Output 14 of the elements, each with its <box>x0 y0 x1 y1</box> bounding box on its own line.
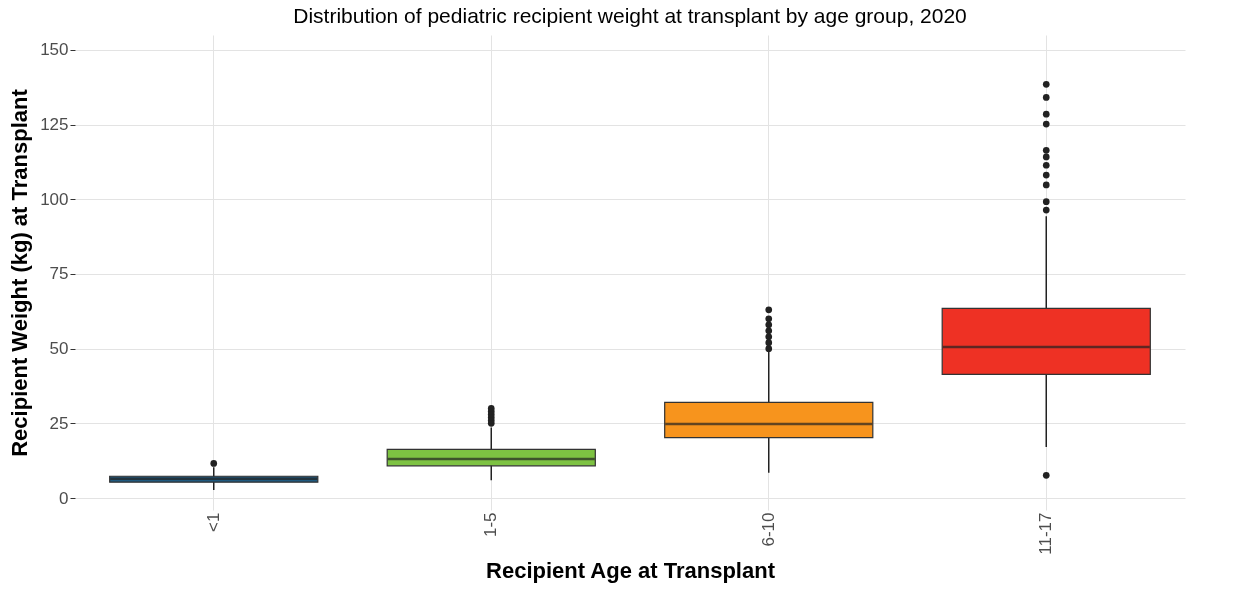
y-tick-label: 150 <box>40 40 69 60</box>
x-tick-label: <1 <box>203 512 223 532</box>
y-tick-label: 25 <box>49 413 69 433</box>
y-tick-label: 75 <box>49 264 69 284</box>
x-tick-label: 1-5 <box>481 512 501 538</box>
y-tick-label: 0 <box>59 488 69 508</box>
x-tick-label: 11-17 <box>1036 512 1056 555</box>
x-tick-label: 6-10 <box>758 512 778 547</box>
y-axis-title: Recipient Weight (kg) at Transplant <box>7 88 33 457</box>
y-tick-label: 50 <box>49 339 69 359</box>
y-tick-label: 125 <box>40 115 69 135</box>
chart-title: Distribution of pediatric recipient weight at transplant by age group, 2020 <box>293 4 967 27</box>
x-axis-title: Recipient Age at Transplant <box>486 557 776 583</box>
y-tick-label: 100 <box>40 189 69 209</box>
